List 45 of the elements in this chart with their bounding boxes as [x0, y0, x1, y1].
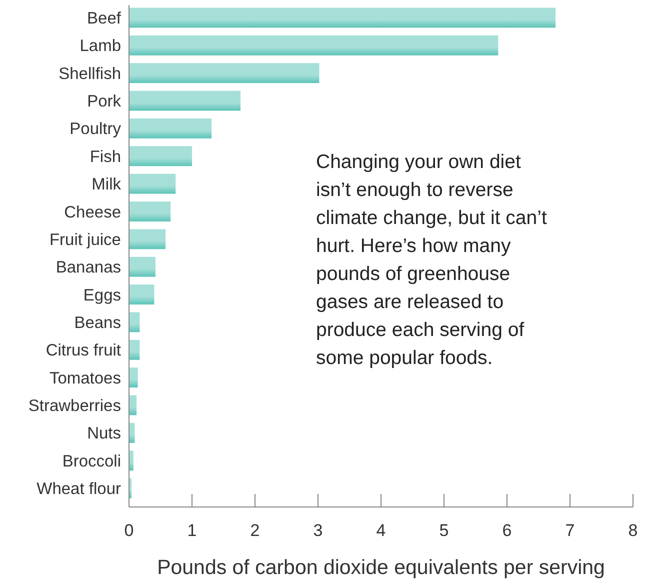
y-tick-label: Beans: [74, 314, 121, 332]
y-tick-label: Pork: [87, 92, 122, 111]
y-tick-label: Citrus fruit: [46, 342, 122, 360]
y-tick-label: Poultry: [70, 120, 122, 138]
bar: [129, 202, 171, 222]
bar: [129, 256, 156, 277]
bar: [129, 368, 138, 388]
bar: [129, 229, 166, 250]
bar: [129, 146, 192, 166]
x-tick-label: 3: [313, 521, 323, 540]
y-tick-label: Eggs: [83, 286, 121, 304]
y-tick-label: Beef: [87, 10, 122, 28]
y-tick-label: Cheese: [64, 203, 121, 222]
bar: [129, 450, 134, 471]
y-tick-label: Bananas: [56, 258, 121, 277]
x-tick-label: 8: [628, 521, 638, 540]
x-tick-label: 7: [565, 521, 575, 540]
bar: [129, 284, 154, 304]
annotation: Changing your own diet isn’t enough to reverse climate change, but it can’t hurt. Here’s how many pounds of greenhouse gases are released to produce each serving of some popular foods.: [316, 151, 548, 369]
x-tick-label: 2: [250, 521, 260, 540]
y-tick-label: Strawberries: [28, 397, 121, 416]
y-tick-label: Milk: [92, 176, 122, 194]
bar: [129, 312, 140, 332]
y-tick-label: Wheat flour: [36, 480, 122, 498]
bar: [129, 174, 176, 194]
y-tick-label: Fish: [90, 148, 121, 166]
y-tick-label: Shellfish: [58, 64, 121, 83]
bar: [129, 395, 137, 416]
x-axis-title: Pounds of carbon dioxide equivalents per serving: [157, 556, 605, 579]
x-tick-label: 5: [439, 521, 449, 540]
bar: [129, 90, 241, 111]
bar: [129, 8, 556, 28]
bar: [129, 340, 140, 360]
bar: [129, 118, 212, 138]
bar: [129, 35, 498, 56]
y-tick-label: Nuts: [87, 424, 121, 443]
bar: [129, 63, 320, 84]
x-tick-label: 1: [187, 521, 197, 540]
x-tick-label: 4: [376, 521, 386, 540]
y-tick-label: Broccoli: [62, 452, 121, 470]
y-tick-label: Lamb: [80, 37, 121, 56]
y-tick-label: Tomatoes: [49, 369, 121, 388]
y-tick-label: Fruit juice: [49, 230, 121, 249]
x-tick-label: 0: [124, 521, 134, 540]
x-tick-label: 6: [502, 521, 512, 540]
